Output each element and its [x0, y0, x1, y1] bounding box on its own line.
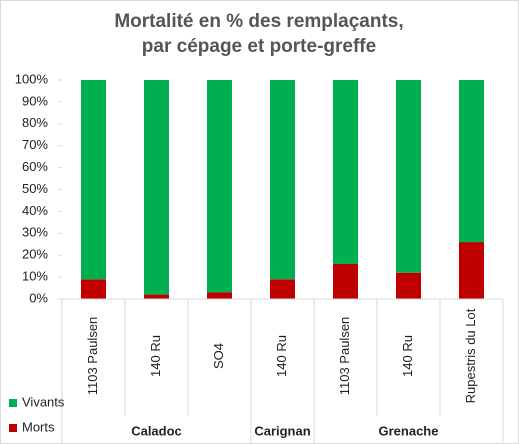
bar-segment — [144, 80, 169, 295]
bar-segment — [333, 263, 358, 299]
bar-segment — [270, 279, 295, 299]
x-tick-label: 140 Ru — [400, 335, 415, 377]
y-tick-label: 10% — [22, 269, 48, 284]
y-tick-label: 100% — [15, 71, 49, 86]
group-label: Carignan — [254, 423, 310, 438]
x-tick-label: 1103 Paulsen — [337, 317, 352, 396]
bar-segment — [81, 80, 106, 280]
y-tick-label: 70% — [22, 137, 48, 152]
y-tick-label: 90% — [22, 93, 48, 108]
group-label: Grenache — [379, 423, 439, 438]
y-tick-label: 60% — [22, 159, 48, 174]
bar-segment — [459, 242, 484, 299]
chart-title: par cépage et porte-greffe — [142, 36, 376, 57]
legend-label: Vivants — [22, 394, 65, 409]
y-tick-label: 40% — [22, 203, 48, 218]
x-tick-label: 140 Ru — [274, 335, 289, 377]
bar-segment — [207, 292, 232, 299]
bar-segment — [270, 80, 295, 280]
bar-segment — [459, 80, 484, 243]
y-tick-label: 50% — [22, 181, 48, 196]
group-label: Caladoc — [131, 423, 182, 438]
x-tick-label: 140 Ru — [148, 335, 163, 377]
bar-segment — [396, 80, 421, 273]
y-tick-label: 30% — [22, 225, 48, 240]
legend-swatch — [9, 399, 17, 407]
y-tick-label: 20% — [22, 247, 48, 262]
x-tick-label: 1103 Paulsen — [85, 317, 100, 396]
chart-title: Mortalité en % des remplaçants, — [114, 11, 403, 32]
x-tick-label: SO4 — [211, 343, 226, 369]
y-tick-label: 0% — [29, 290, 48, 305]
y-tick-label: 80% — [22, 115, 48, 130]
bar-segment — [396, 272, 421, 299]
bar-segment — [333, 80, 358, 264]
x-tick-label: Rupestris du Lot — [463, 308, 478, 403]
bar-segment — [207, 80, 232, 293]
legend-swatch — [9, 424, 17, 432]
bar-segment — [144, 294, 169, 299]
bar-segment — [81, 279, 106, 299]
legend-label: Morts — [22, 419, 55, 434]
